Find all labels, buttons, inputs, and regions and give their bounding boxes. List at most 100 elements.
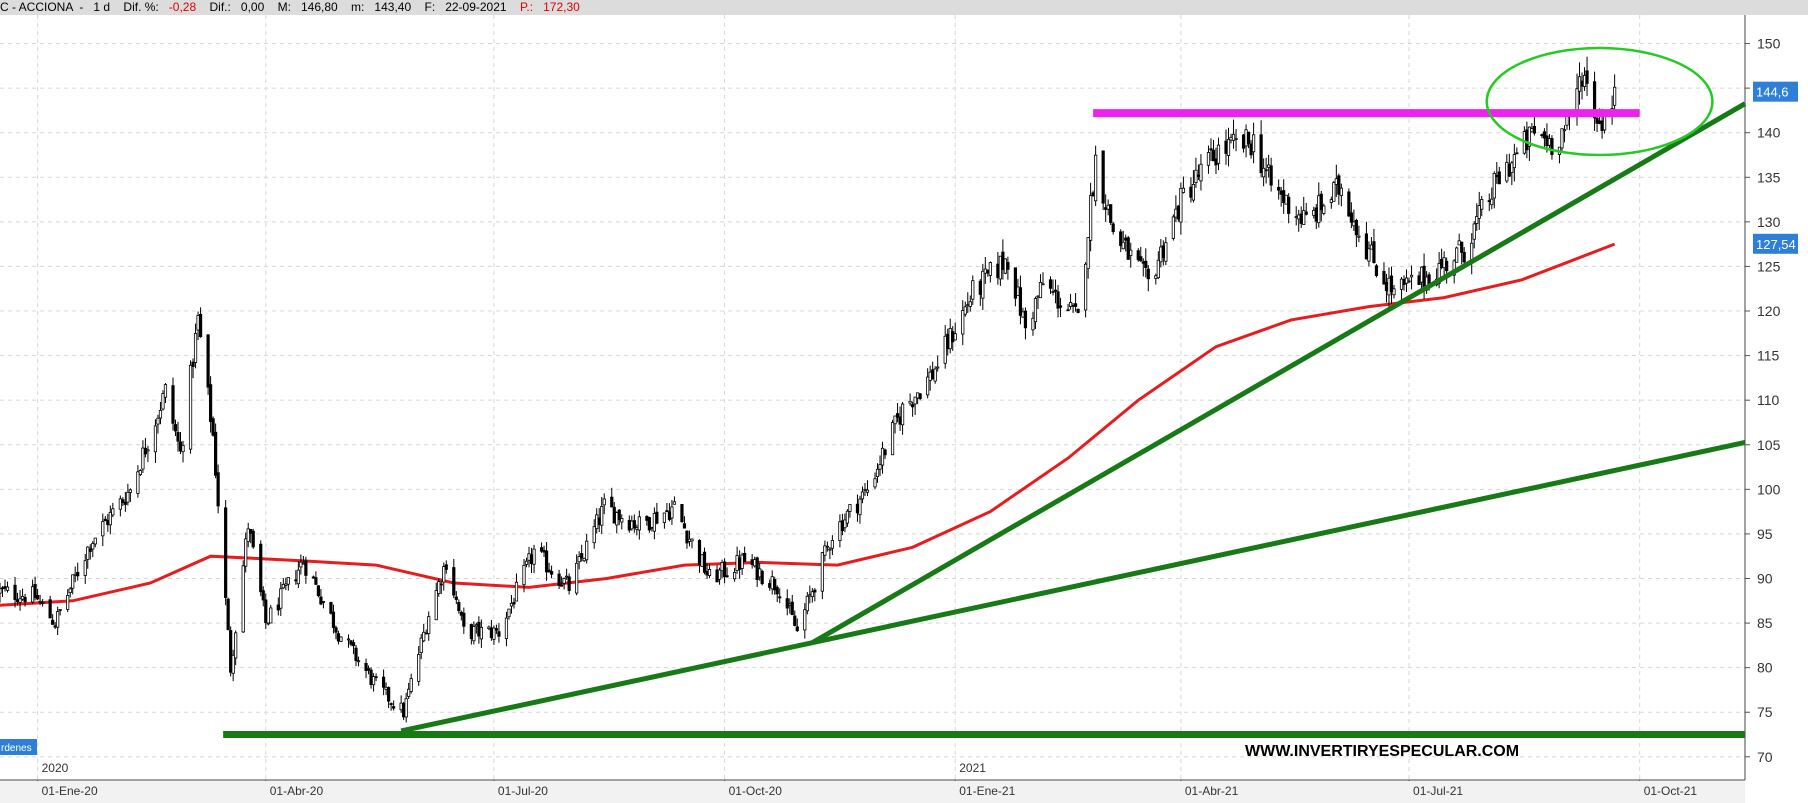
x-tick-label: 01-Abr-20 (270, 784, 324, 798)
symbol-label: C - ACCIONA (0, 0, 73, 14)
price-tag-label: 127,54 (1756, 237, 1796, 252)
candle-body (1231, 133, 1236, 141)
candle-body (497, 631, 501, 637)
candle-body (276, 604, 280, 611)
year-label: 2020 (42, 761, 69, 775)
y-tick-label: 115 (1757, 348, 1780, 364)
candle-body (171, 385, 175, 424)
candle-body (1234, 138, 1238, 140)
candle-body (1041, 283, 1045, 286)
candle-body (1156, 259, 1160, 279)
candle-body (1332, 182, 1336, 202)
candle-body (565, 575, 569, 578)
candle-body (103, 518, 107, 522)
candle-body (188, 364, 193, 450)
candle-body (1545, 135, 1549, 147)
candle-body (1262, 167, 1266, 178)
axis-frame (0, 15, 1750, 803)
candle-body (216, 472, 220, 507)
diff-label: Dif.: (209, 0, 231, 14)
candle-body (966, 304, 970, 307)
candle-body (156, 417, 160, 425)
timeframe-label: 1 d (93, 0, 111, 14)
candle-body (1527, 126, 1531, 147)
candle-body (1021, 311, 1025, 318)
candle-body (487, 626, 491, 630)
candle-body (1206, 152, 1211, 166)
candle-body (1249, 143, 1253, 156)
candle-body (226, 598, 230, 630)
candle-body (1460, 241, 1464, 253)
candle-body (118, 498, 122, 510)
y-tick-label: 105 (1757, 437, 1781, 453)
diff-value: 0,00 (240, 0, 265, 14)
candle-body (354, 647, 358, 661)
candle-body (1013, 267, 1018, 299)
candle-body (83, 560, 87, 576)
candle-body (176, 432, 180, 442)
candle-body (700, 554, 704, 567)
candle-body (246, 528, 250, 542)
candle-body (948, 328, 952, 350)
candle-body (1073, 303, 1078, 307)
quote-info-bar: C - ACCIONA - 1 d Dif. %: -0,28 Dif.: 0,… (0, 0, 1808, 15)
candle-body (1505, 161, 1509, 182)
candle-body (998, 255, 1002, 280)
y-tick-label: 95 (1757, 526, 1773, 542)
candle-body (1109, 204, 1113, 223)
candle-body (1066, 309, 1070, 312)
candle-body (101, 521, 105, 537)
candle-body (30, 586, 35, 603)
candle-body (627, 519, 631, 531)
candle-body (936, 366, 940, 369)
candle-body (356, 660, 361, 663)
candle-body (943, 335, 947, 364)
candle-body (527, 553, 531, 561)
candle-body (908, 400, 912, 404)
candle-body (1515, 152, 1519, 155)
candle-body (457, 601, 461, 611)
candle-body (687, 538, 692, 542)
candle-body (68, 588, 72, 593)
candle-body (181, 444, 185, 453)
orders-badge[interactable]: rdenes (0, 739, 37, 755)
candle-body (1056, 291, 1060, 309)
candle-body (146, 449, 150, 452)
candle-body (58, 609, 62, 611)
candle-body (1038, 282, 1043, 299)
candle-body (1354, 219, 1358, 236)
candle-body (76, 571, 80, 577)
y-tick-label: 110 (1757, 392, 1780, 408)
candle-body (580, 553, 584, 559)
candle-body (539, 547, 544, 552)
candle-body (650, 526, 654, 529)
candle-body (374, 676, 378, 679)
candle-body (1129, 249, 1133, 256)
candle-body (1104, 207, 1108, 210)
y-tick-label: 135 (1757, 169, 1781, 185)
candle-body (66, 595, 70, 610)
candle-body (863, 488, 867, 491)
candle-body (231, 654, 235, 674)
candle-body (193, 332, 198, 363)
price-tag-label: 144,6 (1756, 85, 1789, 100)
candle-body (459, 611, 463, 616)
candle-body (1297, 214, 1301, 220)
candle-body (251, 530, 255, 548)
candle-body (858, 498, 862, 516)
candle-body (1264, 169, 1268, 172)
price-label: P.: (519, 0, 534, 14)
candle-body (1111, 223, 1115, 233)
y-tick-label: 130 (1757, 214, 1781, 230)
candle-body (665, 510, 669, 513)
candle-body (795, 626, 799, 632)
candle-body (828, 548, 832, 551)
candle-body (1577, 76, 1582, 92)
candle-body (768, 583, 772, 588)
candle-body (1259, 134, 1263, 174)
candle-body (1121, 241, 1125, 250)
candle-body (1141, 261, 1145, 264)
candle-body (635, 527, 639, 530)
